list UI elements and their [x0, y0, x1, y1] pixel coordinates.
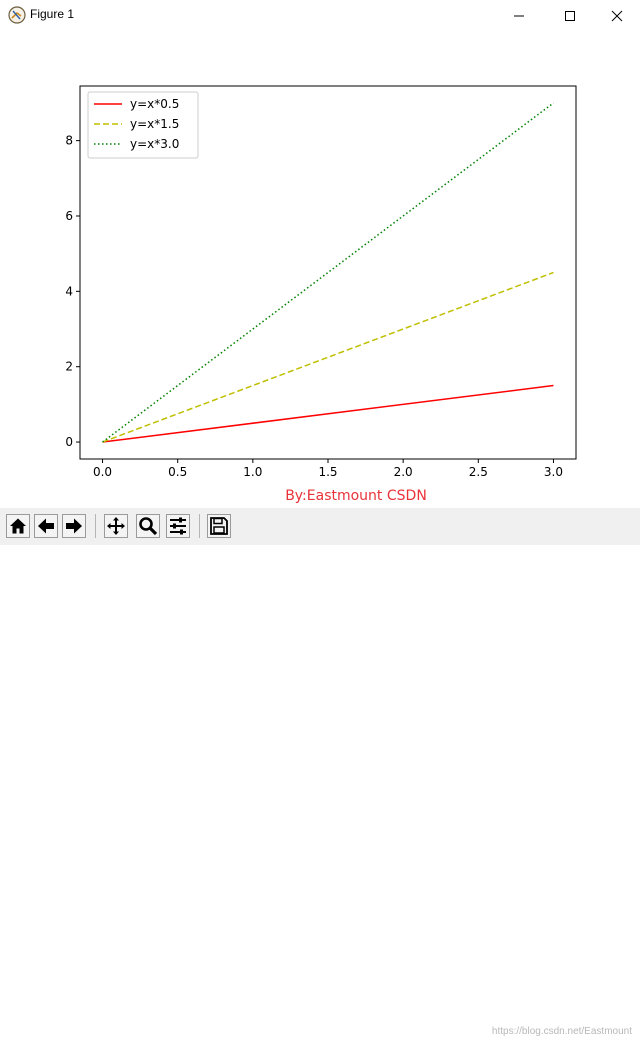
series-line [102, 271, 554, 443]
save-button[interactable] [207, 514, 231, 538]
y-tick-label: 2 [65, 360, 73, 374]
y-tick-label: 4 [65, 284, 73, 298]
x-tick-label: 0.0 [93, 465, 112, 479]
back-icon [38, 518, 54, 534]
x-tick-label: 1.0 [243, 465, 262, 479]
minimize-button[interactable] [496, 0, 542, 31]
zoom-button[interactable] [136, 514, 160, 538]
x-tick-label: 2.5 [469, 465, 488, 479]
configure-subplots-button[interactable] [166, 514, 190, 538]
figure-app-icon [8, 6, 26, 24]
save-icon [210, 517, 228, 535]
x-tick-label: 1.5 [318, 465, 337, 479]
forward-icon [66, 518, 82, 534]
figure-canvas[interactable]: 0.0 0.5 1.0 1.5 2.0 2.5 3.0 0 2 4 6 8 y=x*0.5 y=x*1.… [0, 31, 640, 508]
legend-label: y=x*1.5 [130, 117, 179, 131]
y-tick-label: 6 [65, 209, 73, 223]
close-icon [611, 10, 623, 22]
home-icon [10, 518, 26, 534]
forward-button[interactable] [62, 514, 86, 538]
maximize-icon [565, 11, 575, 21]
window-titlebar: Figure 1 [0, 0, 640, 31]
series-line [102, 384, 554, 443]
toolbar-separator [199, 514, 200, 538]
minimize-icon [514, 15, 524, 17]
navigation-toolbar: https://blog.csdn.net/Eastmount [0, 508, 640, 1037]
x-tick-label: 0.5 [168, 465, 187, 479]
y-tick-label: 8 [65, 134, 73, 148]
legend-label: y=x*0.5 [130, 97, 179, 111]
configure-subplots-icon [170, 517, 186, 535]
close-button[interactable] [594, 0, 640, 31]
zoom-icon [139, 517, 158, 536]
y-tick-label: 0 [65, 435, 73, 449]
figure-caption: By:Eastmount CSDN [285, 488, 427, 504]
pan-button[interactable] [104, 514, 128, 538]
home-button[interactable] [6, 514, 30, 538]
x-tick-label: 3.0 [544, 465, 563, 479]
x-tick-label: 2.0 [394, 465, 413, 479]
legend-box [87, 91, 199, 159]
line-chart: 0.0 0.5 1.0 1.5 2.0 2.5 3.0 0 2 4 6 8 y=x*0.5 y=x*1.… [65, 85, 577, 504]
legend-label: y=x*3.0 [130, 137, 179, 151]
window-title: Figure 1 [30, 7, 75, 21]
toolbar-separator [95, 514, 96, 538]
back-button[interactable] [34, 514, 58, 538]
pan-icon [107, 517, 125, 535]
maximize-button[interactable] [547, 0, 593, 31]
watermark: https://blog.csdn.net/Eastmount [491, 1026, 632, 1037]
